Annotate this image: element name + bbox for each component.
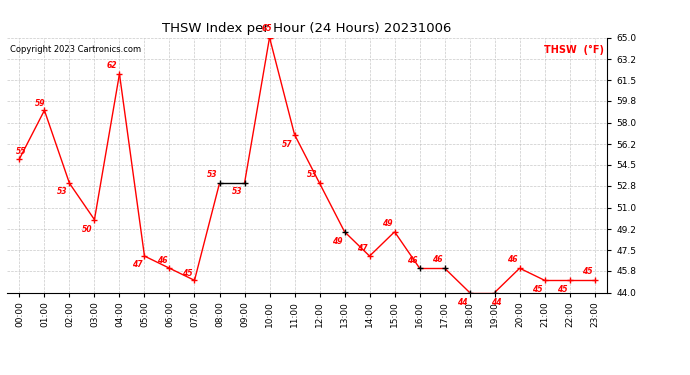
Text: 49: 49 [382,219,393,228]
Text: 46: 46 [507,255,518,264]
Text: 44: 44 [457,298,468,307]
Text: 47: 47 [357,244,368,253]
Text: 46: 46 [432,255,442,264]
Text: THSW  (°F): THSW (°F) [544,45,604,55]
Text: Copyright 2023 Cartronics.com: Copyright 2023 Cartronics.com [10,45,141,54]
Text: 50: 50 [82,225,92,234]
Text: 53: 53 [307,170,317,179]
Text: 44: 44 [491,298,502,307]
Text: 47: 47 [132,260,142,269]
Text: 62: 62 [107,61,117,70]
Text: 59: 59 [34,99,45,108]
Text: 45: 45 [532,285,542,294]
Text: 53: 53 [57,187,68,196]
Text: 49: 49 [332,237,342,246]
Text: 65: 65 [262,24,273,33]
Title: THSW Index per Hour (24 Hours) 20231006: THSW Index per Hour (24 Hours) 20231006 [162,22,452,35]
Text: 45: 45 [582,267,593,276]
Text: 53: 53 [207,170,217,179]
Text: 46: 46 [407,256,417,265]
Text: 53: 53 [232,187,242,196]
Text: 45: 45 [558,285,568,294]
Text: 45: 45 [182,268,193,278]
Text: 55: 55 [16,147,26,156]
Text: 57: 57 [282,140,293,149]
Text: 46: 46 [157,256,168,265]
